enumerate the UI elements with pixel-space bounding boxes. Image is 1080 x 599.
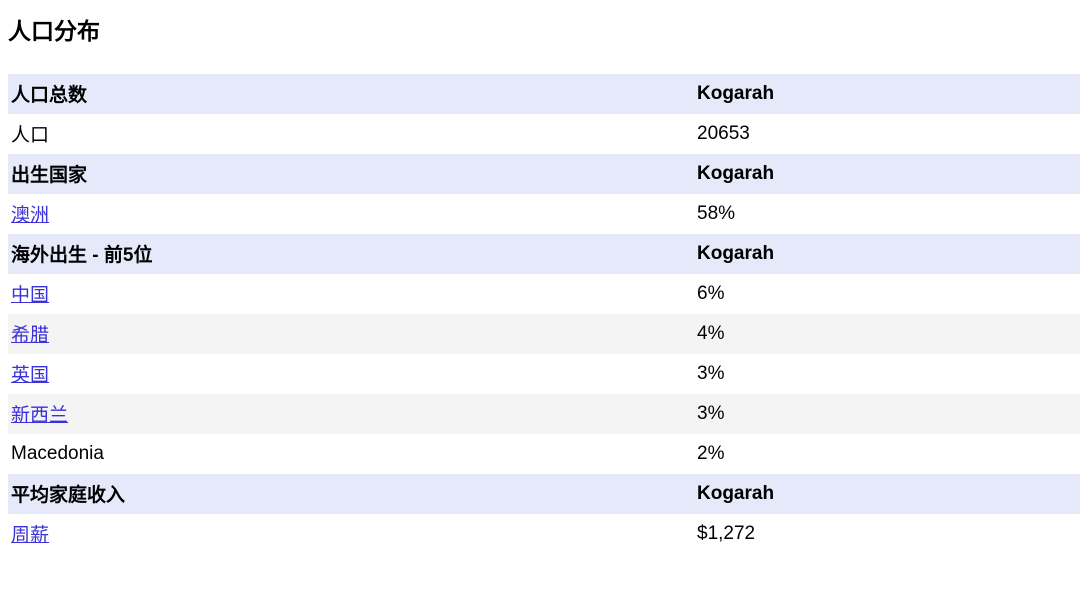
row-value-cell: 3% [694, 394, 1080, 434]
row-value-cell: $1,272 [694, 514, 1080, 554]
row-label-cell: 平均家庭收入 [8, 474, 694, 514]
section-header-row: 平均家庭收入 Kogarah [8, 473, 1080, 514]
row-value-cell: Kogarah [694, 154, 1080, 194]
table-row: Macedonia 2% [8, 434, 1080, 474]
row-value: 3% [697, 362, 725, 384]
section-location-header: Kogarah [697, 82, 775, 104]
section-header-label: 人口总数 [11, 85, 88, 107]
section-location-header: Kogarah [697, 482, 775, 504]
section-header-row: 出生国家 Kogarah [8, 153, 1080, 194]
row-value: 6% [697, 282, 725, 304]
section-header-label: 海外出生 - 前5位 [11, 245, 153, 267]
population-table: 人口总数 Kogarah 人口 20653 出生国家 Kogarah 澳洲 58% 海外出生 -… [8, 73, 1080, 554]
row-value: 4% [697, 322, 725, 344]
item-link[interactable]: 英国 [11, 365, 50, 387]
table-row: 中国 6% [8, 274, 1080, 314]
table-row: 人口 20653 [8, 114, 1080, 154]
row-value-cell: Kogarah [694, 74, 1080, 114]
table-row: 周薪 $1,272 [8, 514, 1080, 554]
item-link[interactable]: 澳洲 [11, 205, 50, 227]
table-row: 希腊 4% [8, 313, 1080, 354]
row-value-cell: Kogarah [694, 234, 1080, 274]
row-label-cell: 周薪 [8, 514, 694, 554]
table-body: 人口总数 Kogarah 人口 20653 出生国家 Kogarah 澳洲 58% 海外出生 -… [8, 73, 1080, 554]
section-location-header: Kogarah [697, 162, 775, 184]
item-link[interactable]: 新西兰 [11, 405, 69, 427]
row-label-cell: 出生国家 [8, 154, 694, 194]
item-link[interactable]: 希腊 [11, 325, 50, 347]
row-value-cell: 58% [694, 194, 1080, 234]
page-title: 人口分布 [8, 18, 100, 44]
section-header-label: 出生国家 [11, 165, 88, 187]
row-label-cell: 新西兰 [8, 394, 694, 434]
row-value: 2% [697, 442, 725, 464]
row-label-cell: Macedonia [8, 434, 694, 474]
row-label-cell: 人口 [8, 114, 694, 154]
row-value-cell: 3% [694, 354, 1080, 394]
row-value: $1,272 [697, 522, 756, 544]
table-row: 英国 3% [8, 354, 1080, 394]
item-link[interactable]: 周薪 [11, 525, 50, 547]
row-label-cell: 人口总数 [8, 74, 694, 114]
row-value-cell: 20653 [694, 114, 1080, 154]
row-value-cell: 6% [694, 274, 1080, 314]
row-value: 20653 [697, 122, 750, 144]
item-link[interactable]: 中国 [11, 285, 50, 307]
section-header-label: 平均家庭收入 [11, 485, 126, 507]
row-value-cell: Kogarah [694, 474, 1080, 514]
section-header-row: 人口总数 Kogarah [8, 73, 1080, 114]
row-value-cell: 4% [694, 314, 1080, 354]
table-row: 澳洲 58% [8, 194, 1080, 234]
row-label-cell: 澳洲 [8, 194, 694, 234]
row-label: Macedonia [11, 442, 104, 464]
page: 人口分布 人口总数 Kogarah 人口 20653 出生国家 Kogarah 澳洲 58% 海… [0, 18, 1080, 554]
row-label: 人口 [11, 125, 50, 147]
section-header-row: 海外出生 - 前5位 Kogarah [8, 233, 1080, 274]
row-label-cell: 希腊 [8, 314, 694, 354]
row-label-cell: 海外出生 - 前5位 [8, 234, 694, 274]
section-location-header: Kogarah [697, 242, 775, 264]
row-label-cell: 英国 [8, 354, 694, 394]
table-row: 新西兰 3% [8, 393, 1080, 434]
row-value: 58% [697, 202, 736, 224]
row-value: 3% [697, 402, 725, 424]
row-label-cell: 中国 [8, 274, 694, 314]
row-value-cell: 2% [694, 434, 1080, 474]
